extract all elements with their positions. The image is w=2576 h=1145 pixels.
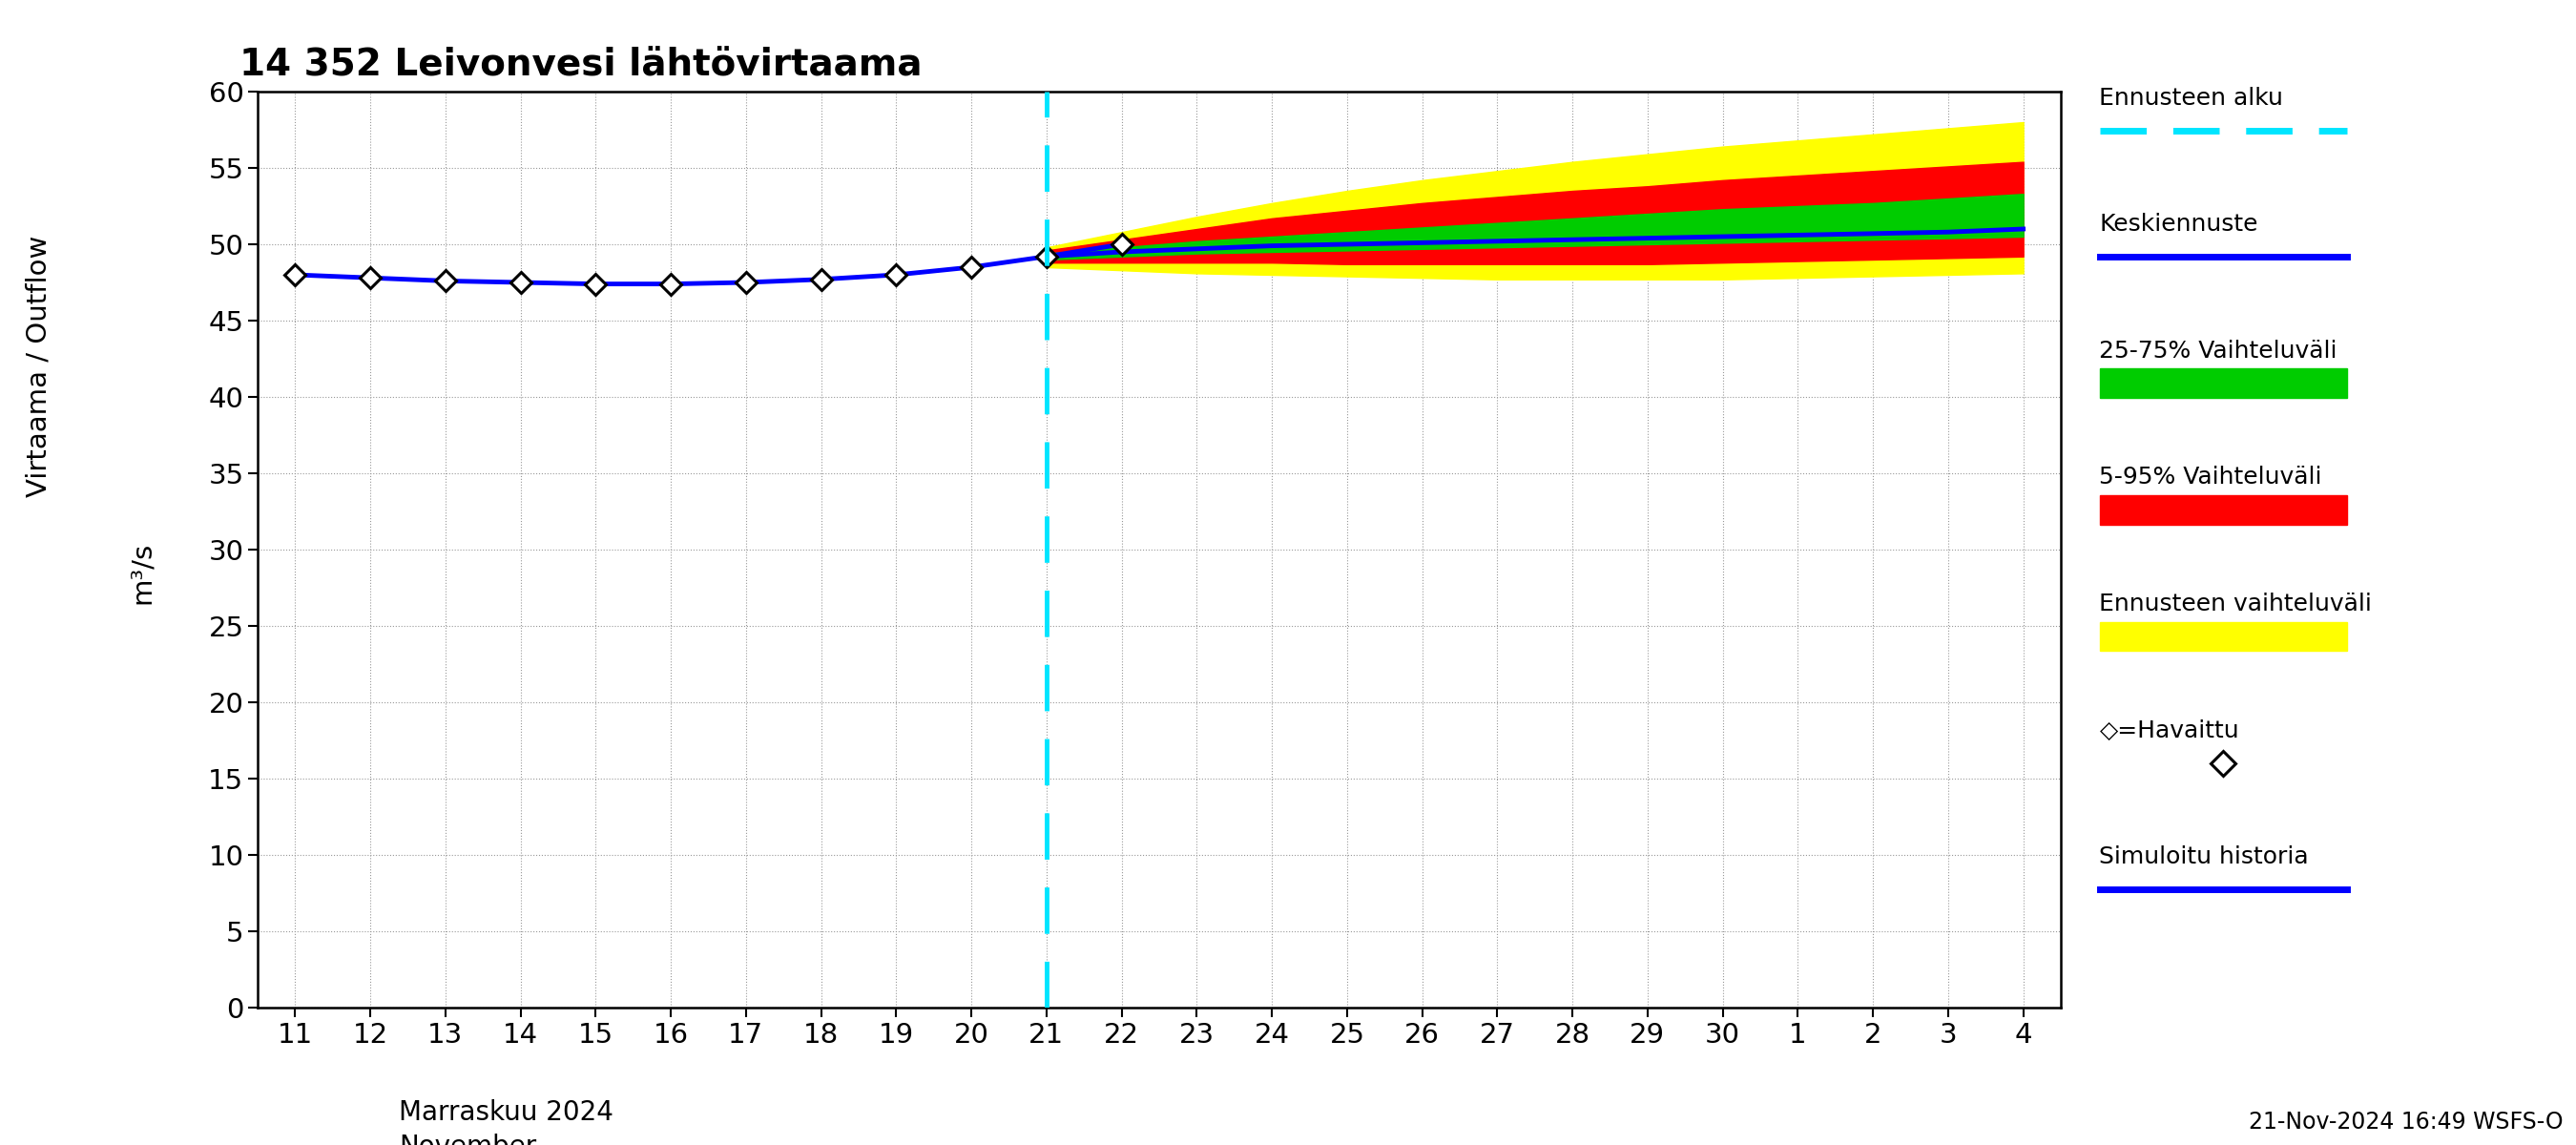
Text: Keskiennuste: Keskiennuste xyxy=(2099,213,2259,236)
Text: 25-75% Vaihteluväli: 25-75% Vaihteluväli xyxy=(2099,339,2336,362)
Text: November: November xyxy=(399,1134,536,1145)
Text: 5-95% Vaihteluväli: 5-95% Vaihteluväli xyxy=(2099,466,2321,489)
Text: 21-Nov-2024 16:49 WSFS-O: 21-Nov-2024 16:49 WSFS-O xyxy=(2249,1111,2563,1134)
Bar xyxy=(2099,496,2347,524)
Text: Simuloitu historia: Simuloitu historia xyxy=(2099,845,2308,869)
Text: m³/s: m³/s xyxy=(129,542,155,603)
Text: Ennusteen vaihteluväli: Ennusteen vaihteluväli xyxy=(2099,593,2372,616)
Text: Ennusteen alku: Ennusteen alku xyxy=(2099,86,2282,109)
Bar xyxy=(2099,369,2347,398)
Text: Virtaama / Outflow: Virtaama / Outflow xyxy=(26,236,52,497)
Bar xyxy=(2099,622,2347,650)
Text: ◇=Havaittu: ◇=Havaittu xyxy=(2099,719,2239,742)
Text: 14 352 Leivonvesi lähtövirtaama: 14 352 Leivonvesi lähtövirtaama xyxy=(240,47,922,84)
Text: Marraskuu 2024: Marraskuu 2024 xyxy=(399,1099,613,1126)
